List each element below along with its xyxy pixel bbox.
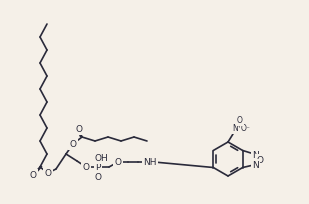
- Text: N: N: [252, 160, 259, 169]
- Text: O⁻: O⁻: [241, 124, 251, 133]
- Text: O: O: [95, 173, 101, 182]
- Text: O: O: [70, 140, 77, 149]
- Text: O: O: [83, 163, 90, 172]
- Text: N: N: [252, 150, 259, 159]
- Text: O: O: [115, 158, 121, 167]
- Text: O: O: [44, 169, 52, 178]
- Text: P: P: [95, 163, 101, 172]
- Text: O: O: [29, 171, 36, 180]
- Text: OH: OH: [94, 154, 108, 163]
- Text: O: O: [256, 156, 263, 165]
- Text: N⁺: N⁺: [232, 124, 242, 133]
- Text: O: O: [75, 125, 83, 134]
- Text: O: O: [237, 116, 243, 125]
- Text: NH: NH: [143, 158, 157, 167]
